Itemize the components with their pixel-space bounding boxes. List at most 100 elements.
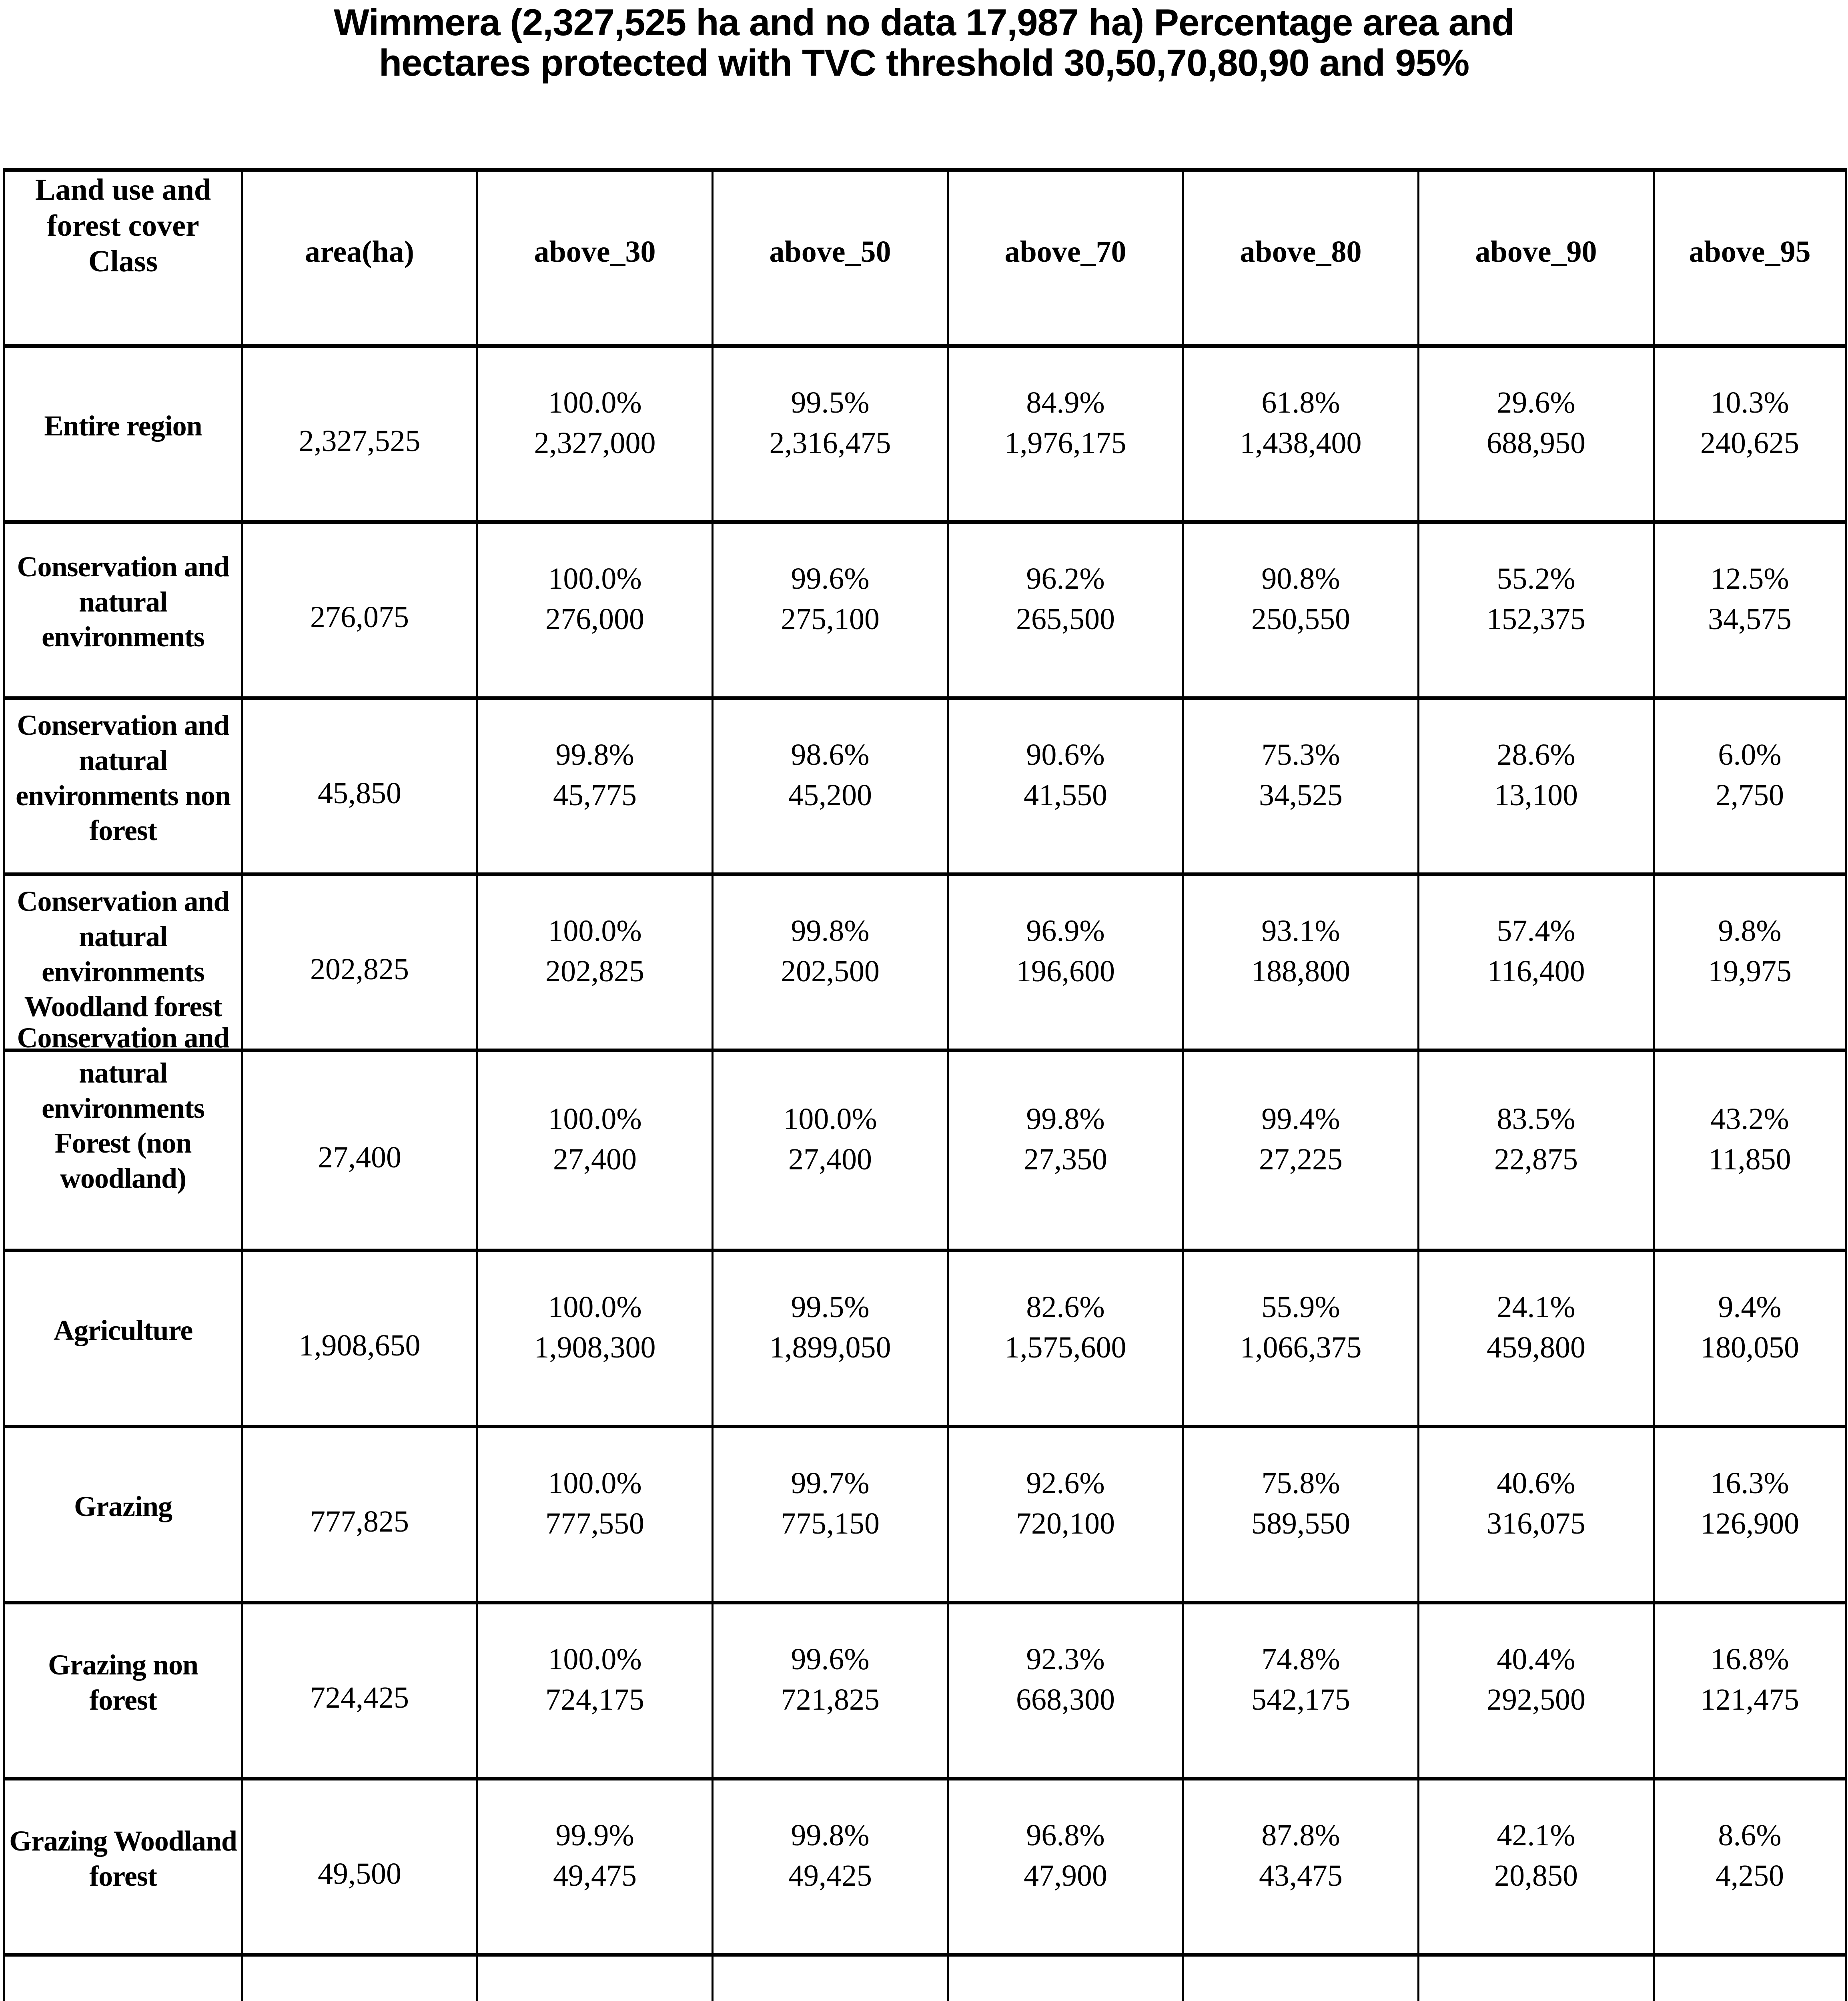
threshold-percent: 100.0% [548, 1290, 642, 1324]
threshold-percent: 40.6% [1497, 1466, 1575, 1500]
threshold-hectares: 589,550 [1251, 1506, 1350, 1540]
above-80-cell: 87.8% 43,475 [1182, 1777, 1419, 1957]
area-ha-cell: 202,825 [241, 872, 478, 1052]
table-row: Cropping 1,125,550 100.0%1,125,475 99.4%… [3, 1953, 1847, 2001]
threshold-percent: 99.8% [791, 914, 870, 948]
above-50-cell: 99.7% 775,150 [712, 1425, 949, 1604]
above-90-cell: 57.4% 116,400 [1417, 872, 1655, 1052]
threshold-percent: 10.3% [1710, 386, 1789, 420]
threshold-hectares: 20,850 [1494, 1859, 1578, 1893]
above-80-cell: 90.8% 250,550 [1182, 520, 1419, 700]
above-80-cell: 75.8% 589,550 [1182, 1425, 1419, 1604]
above-90-cell: 12.5%140,800 [1417, 1953, 1655, 2001]
above-80-cell: 99.4% 27,225 [1182, 1049, 1419, 1252]
above-70-cell: 96.9% 196,600 [947, 872, 1184, 1052]
threshold-percent: 8.6% [1718, 1819, 1782, 1853]
above-70-cell: 99.8% 27,350 [947, 1049, 1184, 1252]
land-use-class-label: Agriculture [53, 1314, 193, 1346]
threshold-hectares: 180,050 [1700, 1330, 1799, 1364]
threshold-percent: 28.6% [1497, 738, 1575, 772]
above-70-cell: 96.2% 265,500 [947, 520, 1184, 700]
table-body: Entire region 2,327,525 100.0% 2,327,000 … [3, 344, 1847, 2001]
threshold-hectares: 41,550 [1024, 778, 1107, 812]
area-ha-cell: 724,425 [241, 1601, 478, 1780]
threshold-hectares: 19,975 [1708, 954, 1792, 988]
header-area-ha: area(ha) [241, 168, 478, 348]
threshold-percent: 24.1% [1497, 1290, 1575, 1324]
threshold-hectares: 724,175 [545, 1682, 644, 1716]
threshold-hectares: 47,900 [1024, 1859, 1107, 1893]
above-90-cell: 28.6% 13,100 [1417, 696, 1655, 876]
threshold-percent: 9.4% [1718, 1290, 1782, 1324]
threshold-hectares: 668,300 [1016, 1682, 1115, 1716]
above-90-cell: 40.4% 292,500 [1417, 1601, 1655, 1780]
above-80-cell: 61.8% 1,438,400 [1182, 344, 1419, 524]
threshold-percent: 99.4% [1261, 1102, 1340, 1136]
threshold-percent: 99.7% [791, 1466, 870, 1500]
above-80-cell: 55.9% 1,066,375 [1182, 1249, 1419, 1428]
threshold-percent: 82.6% [1026, 1290, 1105, 1324]
threshold-hectares: 542,175 [1251, 1682, 1350, 1716]
land-use-class-label: Conservation and natural environments [17, 550, 229, 653]
land-use-class-label: Conservation and natural environments Fo… [17, 1021, 229, 1195]
threshold-hectares: 292,500 [1487, 1682, 1585, 1716]
protected-area-table: Land use and forest cover Class area(ha)… [3, 168, 1847, 2001]
above-50-cell: 99.8% 202,500 [712, 872, 949, 1052]
table-row: Conservation and natural environments Wo… [3, 872, 1847, 1052]
header-above-70: above_70 [947, 168, 1184, 348]
above-80-cell: 75.3% 34,525 [1182, 696, 1419, 876]
above-70-cell: 92.6% 720,100 [947, 1425, 1184, 1604]
header-above-30: above_30 [476, 168, 714, 348]
threshold-hectares: 1,575,600 [1004, 1330, 1126, 1364]
above-50-cell: 100.0% 27,400 [712, 1049, 949, 1252]
land-use-class-label: Grazing Woodland forest [9, 1825, 237, 1892]
table-row: Agriculture 1,908,650 100.0% 1,908,300 99… [3, 1249, 1847, 1428]
threshold-hectares: 1,976,175 [1004, 426, 1126, 460]
threshold-hectares: 265,500 [1016, 602, 1115, 636]
threshold-hectares: 116,400 [1487, 954, 1585, 988]
threshold-percent: 99.8% [791, 1819, 870, 1853]
above-90-cell: 42.1% 20,850 [1417, 1777, 1655, 1957]
header-above-90: above_90 [1417, 168, 1655, 348]
threshold-percent: 57.4% [1497, 914, 1575, 948]
land-use-class-label: Conservation and natural environments Wo… [17, 885, 229, 1023]
above-30-cell: 100.0% 2,327,000 [476, 344, 714, 524]
page-title: Wimmera (2,327,525 ha and no data 17,987… [334, 1, 1515, 84]
threshold-hectares: 49,425 [788, 1859, 872, 1893]
threshold-hectares: 49,475 [553, 1859, 637, 1893]
above-95-cell: 16.3% 126,900 [1653, 1425, 1847, 1604]
threshold-percent: 100.0% [548, 1642, 642, 1676]
land-use-class-cell: Grazing non forest [3, 1601, 243, 1780]
above-30-cell: 99.9% 49,475 [476, 1777, 714, 1957]
threshold-hectares: 459,800 [1487, 1330, 1585, 1364]
threshold-hectares: 27,400 [553, 1142, 637, 1176]
threshold-percent: 99.8% [1026, 1102, 1105, 1136]
land-use-class-cell: Conservation and natural environments Wo… [3, 872, 243, 1052]
above-90-cell: 29.6% 688,950 [1417, 344, 1655, 524]
threshold-percent: 12.5% [1419, 1991, 1653, 2001]
above-95-cell: 16.8% 121,475 [1653, 1601, 1847, 1780]
threshold-percent: 96.2% [1026, 562, 1105, 596]
land-use-class-cell: Conservation and natural environments [3, 520, 243, 700]
above-70-cell: 75.5%850,275 [947, 1953, 1184, 2001]
land-use-class-cell: Grazing Woodland forest [3, 1777, 243, 1957]
above-80-cell: 74.8% 542,175 [1182, 1601, 1419, 1780]
threshold-hectares: 777,550 [545, 1506, 644, 1540]
threshold-hectares: 2,750 [1716, 778, 1784, 812]
threshold-percent: 75.5% [949, 1991, 1182, 2001]
threshold-percent: 92.6% [1026, 1466, 1105, 1500]
area-ha-value: 1,908,650 [299, 1329, 421, 1362]
above-80-cell: 93.1% 188,800 [1182, 872, 1419, 1052]
table-row: Conservation and natural environments Fo… [3, 1022, 1847, 1252]
threshold-percent: 6.0% [1718, 738, 1782, 772]
threshold-hectares: 11,850 [1708, 1142, 1791, 1176]
threshold-hectares: 316,075 [1487, 1506, 1585, 1540]
area-ha-cell: 1,908,650 [241, 1249, 478, 1428]
threshold-percent: 98.6% [791, 738, 870, 772]
land-use-class-cell: Grazing [3, 1425, 243, 1604]
above-50-cell: 98.6% 45,200 [712, 696, 949, 876]
header-land-use-class: Land use and forest cover Class [3, 168, 243, 348]
threshold-hectares: 126,900 [1700, 1506, 1799, 1540]
threshold-hectares: 1,899,050 [769, 1330, 891, 1364]
